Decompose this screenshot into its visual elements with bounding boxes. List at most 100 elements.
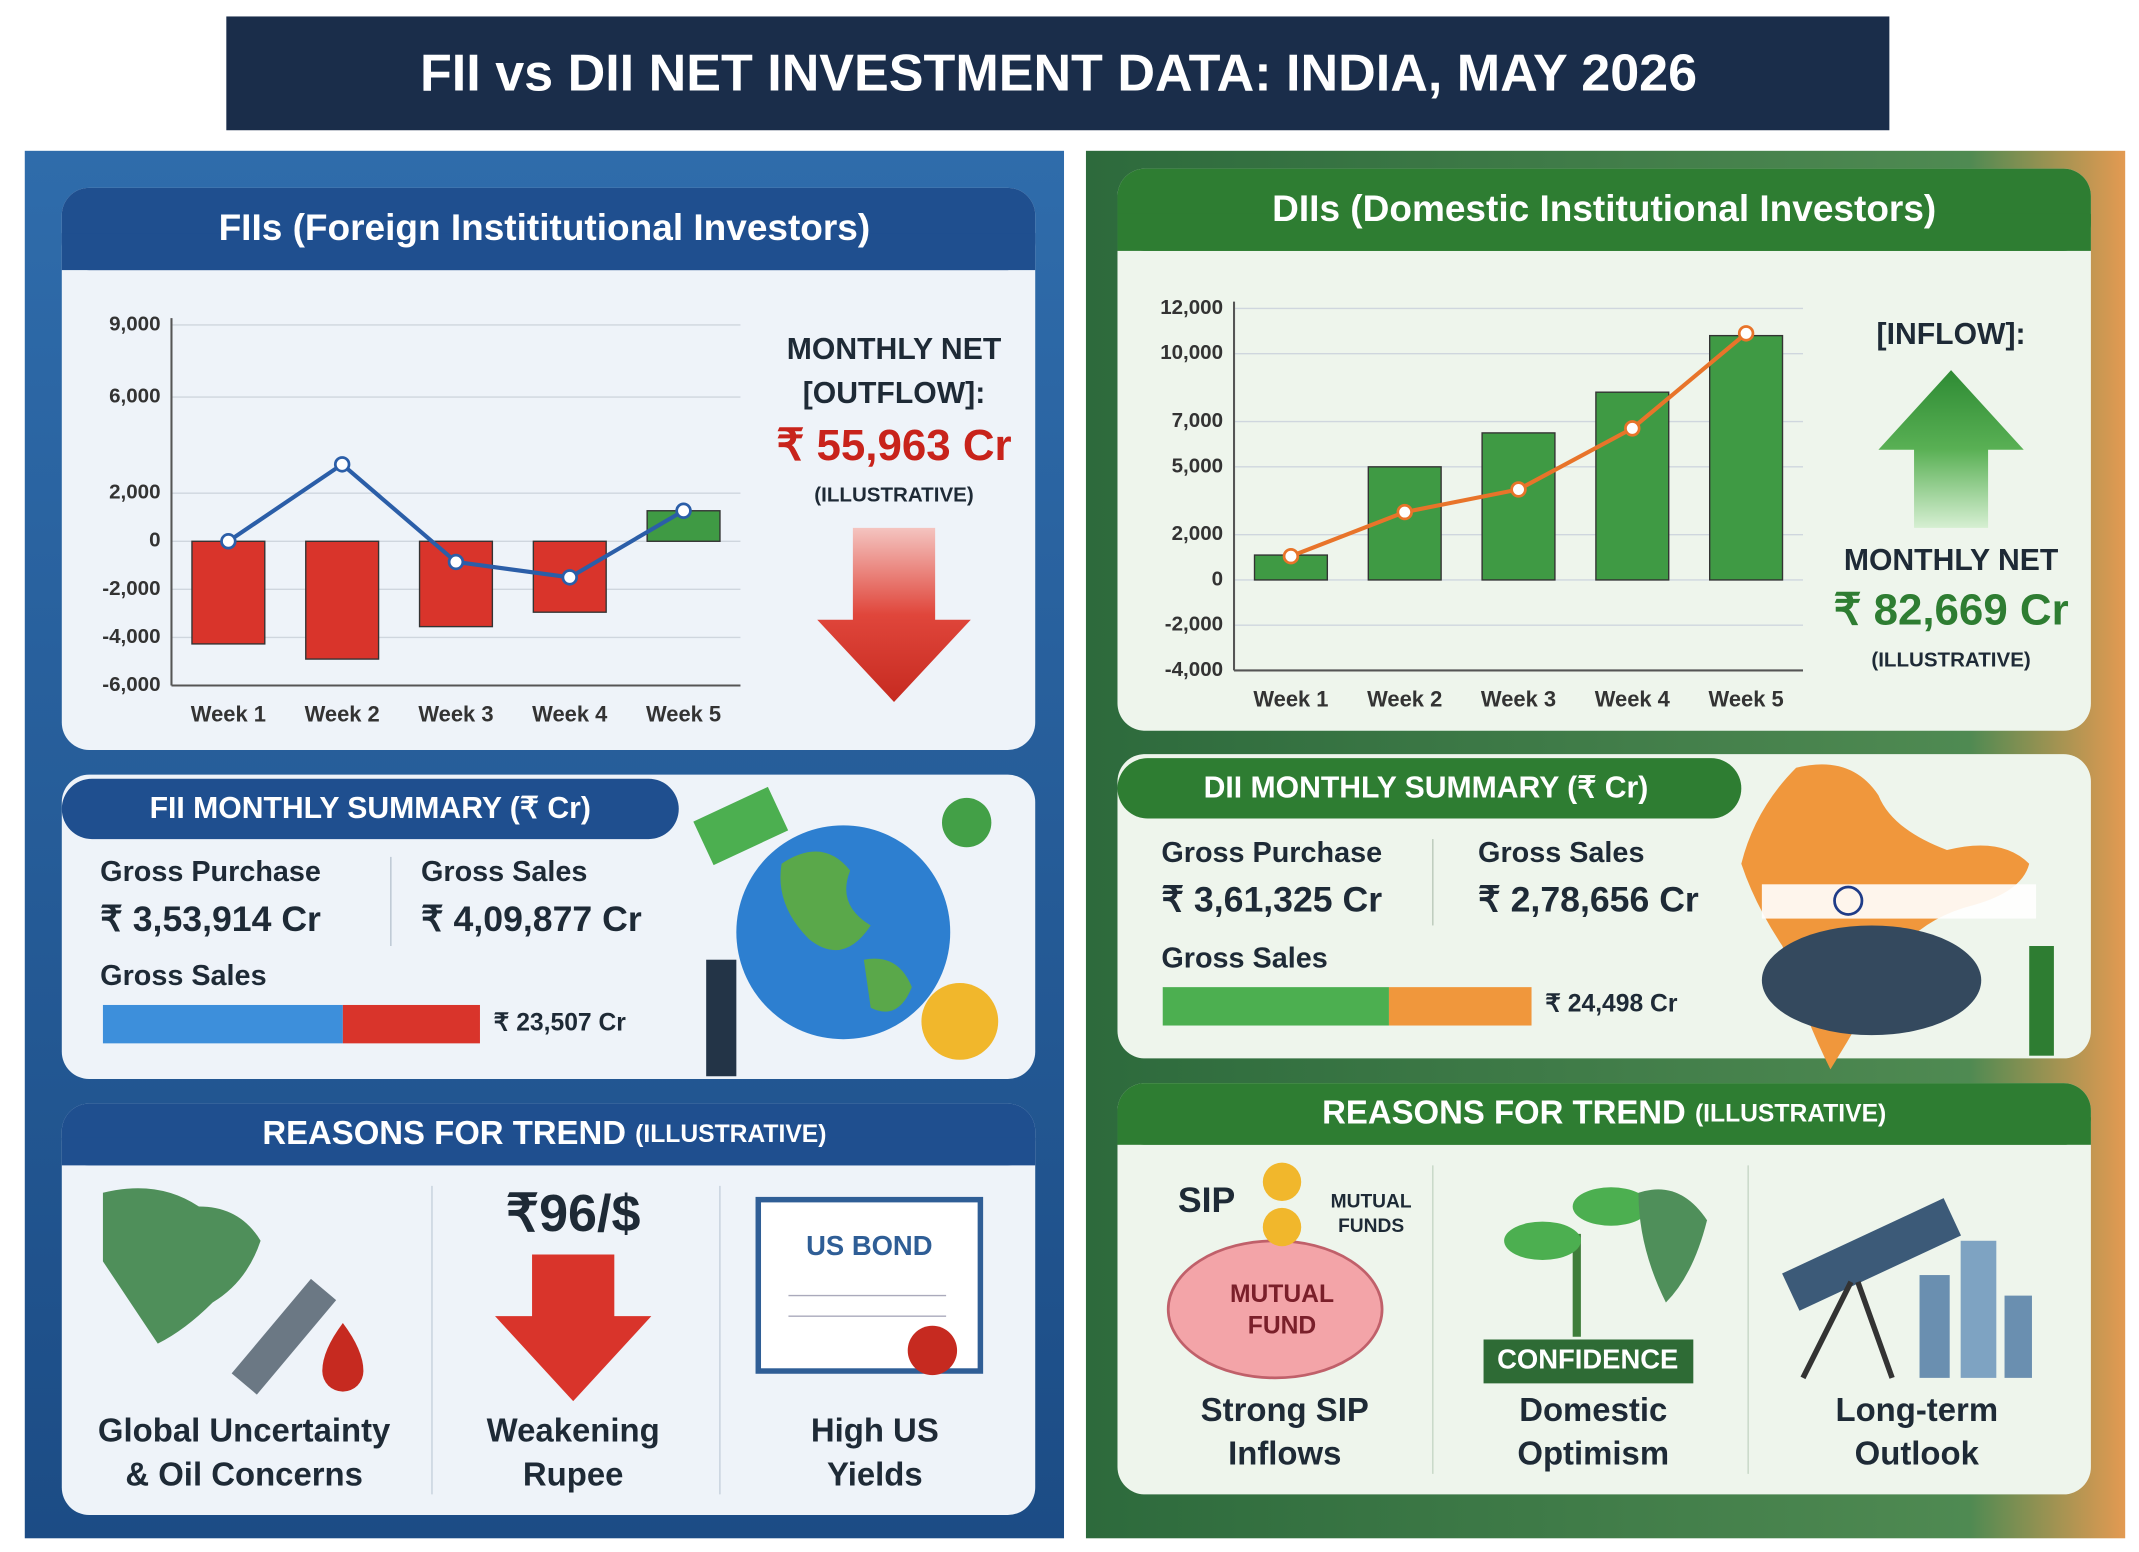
reason: Global Uncertainty [98, 1411, 391, 1448]
label: Gross Sales [100, 960, 266, 992]
y-tick-label: 6,000 [109, 384, 160, 407]
y-tick-label: -4,000 [102, 625, 160, 648]
x-tick-label: Week 2 [1367, 686, 1442, 711]
icon-text: CONFIDENCE [1497, 1344, 1678, 1375]
y-tick-label: 7,000 [1172, 409, 1223, 432]
reason: Rupee [523, 1455, 624, 1492]
net-label: MONTHLY NET [1844, 544, 2059, 577]
y-tick-label: -2,000 [1165, 613, 1223, 636]
icon-text: MUTUAL [1331, 1191, 1412, 1212]
net-direction: [INFLOW]: [1877, 318, 2026, 351]
icon-text: MUTUAL [1230, 1281, 1334, 1308]
page-title: FII vs DII NET INVESTMENT DATA: INDIA, M… [420, 45, 1697, 103]
summary-title: FII MONTHLY SUMMARY (₹ Cr) [150, 792, 591, 825]
rupee-arrow [495, 1254, 652, 1402]
summary-bar [102, 1004, 343, 1044]
dii-heading: DIIs (Domestic Institutional Investors) [1272, 187, 1936, 229]
y-tick-label: 2,000 [109, 481, 160, 504]
card-header [1117, 1117, 2091, 1145]
line-point [333, 456, 351, 473]
bar [191, 540, 266, 645]
value: ₹ 3,53,914 Cr [100, 899, 321, 939]
x-tick-label: Week 1 [191, 701, 266, 726]
icon-text: SIP [1178, 1180, 1235, 1220]
piggy-icon [1166, 1162, 1384, 1380]
icon-text: ₹96/$ [506, 1185, 641, 1243]
inflow-arrow [1878, 370, 2024, 528]
bar [1481, 432, 1556, 581]
net-value: ₹ 82,669 Cr [1833, 585, 2068, 634]
line-point [1396, 503, 1413, 521]
summary-bar [1388, 987, 1532, 1026]
reasons-heading: REASONS FOR TREND [1322, 1093, 1686, 1130]
summary-pill [1117, 758, 1742, 819]
line-point [1282, 547, 1300, 565]
bar [646, 510, 721, 542]
reason: Yields [827, 1455, 923, 1492]
x-tick-label: Week 1 [1253, 686, 1328, 711]
label: Gross Sales [1161, 942, 1327, 974]
net-label: MONTHLY NET [787, 333, 1002, 366]
y-tick-label: 9,000 [109, 312, 160, 335]
bar [1709, 334, 1784, 581]
y-tick-label: 10,000 [1160, 341, 1223, 364]
value: ₹ 24,498 Cr [1545, 990, 1678, 1017]
icon-text: FUND [1248, 1313, 1316, 1340]
reasons-note: (ILLUSTRATIVE) [635, 1121, 826, 1148]
reason: Inflows [1228, 1435, 1341, 1472]
plant-icon [1483, 1187, 1708, 1384]
reason: Strong SIP [1201, 1391, 1369, 1428]
line-point [561, 569, 578, 586]
label: Gross Purchase [100, 856, 321, 888]
line-point [675, 502, 692, 519]
value: ₹ 3,61,325 Cr [1161, 880, 1382, 920]
net-direction: [OUTFLOW]: [803, 377, 986, 410]
line-point [1737, 325, 1755, 342]
telescope-icon [1782, 1198, 2032, 1380]
reason: Domestic [1519, 1391, 1667, 1428]
icon-text: FUNDS [1338, 1216, 1404, 1237]
y-tick-label: 2,000 [1172, 522, 1223, 545]
y-tick-label: 0 [1212, 567, 1223, 590]
value: ₹ 23,507 Cr [494, 1010, 627, 1037]
x-tick-label: Week 2 [305, 701, 380, 726]
card-header [61, 233, 1036, 271]
x-tick-label: Week 4 [1595, 686, 1671, 711]
title-banner [226, 16, 1890, 131]
reason: Weakening [487, 1411, 660, 1448]
bond-icon [755, 1196, 984, 1376]
label: Gross Sales [421, 856, 587, 888]
net-value: ₹ 55,963 Cr [776, 421, 1011, 470]
reason: & Oil Concerns [125, 1455, 363, 1492]
y-tick-label: -6,000 [102, 673, 160, 696]
y-tick-label: 0 [149, 529, 160, 552]
summary-title: DII MONTHLY SUMMARY (₹ Cr) [1204, 772, 1649, 805]
globe-icon [693, 786, 999, 1077]
reasons-title: REASONS FOR TREND (ILLUSTRATIVE) [262, 1114, 826, 1151]
y-tick-label: -2,000 [102, 577, 160, 600]
line-point [220, 533, 237, 550]
line-point [1624, 420, 1641, 437]
x-tick-label: Week 4 [532, 701, 608, 726]
note: (ILLUSTRATIVE) [1871, 648, 2030, 671]
dii-reasons-card [1117, 1083, 2091, 1495]
x-tick-label: Week 3 [418, 701, 493, 726]
y-tick-label: -4,000 [1165, 658, 1223, 681]
card-header [61, 1137, 1036, 1166]
fii-heading: FIIs (Foreign Instititutional Investors) [219, 206, 871, 248]
summary-bar [342, 1004, 480, 1044]
outflow-arrow [817, 527, 971, 702]
x-tick-label: Week 3 [1481, 686, 1556, 711]
note: (ILLUSTRATIVE) [814, 484, 973, 507]
oil-icon [102, 1188, 364, 1395]
line-point [447, 553, 465, 571]
reason: Long-term [1835, 1391, 1998, 1428]
value: ₹ 2,78,656 Cr [1478, 880, 1699, 920]
x-tick-label: Week 5 [646, 701, 721, 726]
value: ₹ 4,09,877 Cr [421, 899, 642, 939]
reason: High US [811, 1411, 939, 1448]
y-tick-label: 12,000 [1160, 296, 1223, 319]
summary-pill [61, 778, 679, 840]
summary-bar [1162, 987, 1389, 1026]
